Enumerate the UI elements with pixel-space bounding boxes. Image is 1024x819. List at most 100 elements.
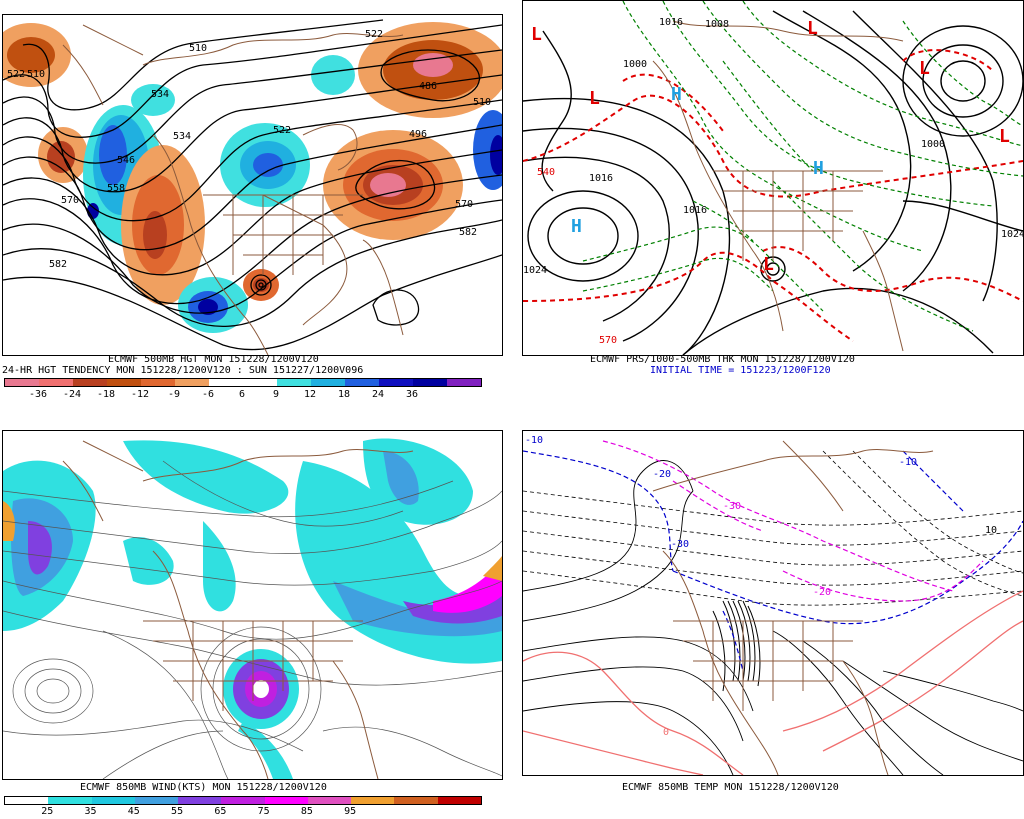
contour-label: 1016 <box>683 205 708 216</box>
contour-label: 1000 <box>623 59 648 70</box>
contour-label: 1024 <box>1001 229 1024 240</box>
contour-label: 582 <box>459 227 478 238</box>
thickness-red <box>523 49 1023 342</box>
colorbar-swatch <box>394 797 438 804</box>
colorbar-tick-label: 18 <box>337 389 351 400</box>
colorbar-tick-label: 65 <box>214 806 227 817</box>
contour-label: 1024 <box>523 265 548 276</box>
contour-label: 1016 <box>589 173 614 184</box>
height-field-svg <box>3 19 502 355</box>
temp-contours-dashed <box>523 450 1023 606</box>
colorbar-tick-label: -6 <box>201 389 215 400</box>
colorbar-swatch <box>264 797 308 804</box>
low-marker: L <box>531 24 542 45</box>
caption-pressure-thickness: ECMWF PRS/1000-500MB THK MON 151228/1200… <box>590 354 855 365</box>
colorbar-swatch <box>178 797 222 804</box>
low-marker: L <box>919 58 930 79</box>
temperature-field-svg <box>523 440 1023 775</box>
thickness-green <box>582 1 1023 332</box>
map-pressure-thickness[interactable]: L L L L L H H H L 1016 1008 1000 1016 10… <box>522 0 1024 356</box>
colorbar-tick-label: 36 <box>405 389 419 400</box>
wind-field-svg <box>3 438 502 779</box>
high-marker: H <box>671 84 682 105</box>
colorbar-tick-label: 85 <box>300 806 313 817</box>
contour-label: -20 <box>653 469 672 480</box>
contour-label: 1000 <box>921 139 946 150</box>
temp-contours-warm <box>523 590 1023 775</box>
colorbar-swatch <box>311 379 345 386</box>
high-marker: H <box>813 158 824 179</box>
isobars <box>523 10 1023 355</box>
contour-label: 570 <box>61 195 80 206</box>
contour-label: -30 <box>723 501 742 512</box>
colorbar-swatch <box>91 797 135 804</box>
colorbar-swatch <box>351 797 395 804</box>
colorbar-tick-label: 35 <box>84 806 97 817</box>
contour-label: 570 <box>455 199 474 210</box>
contour-label: 10 <box>985 525 998 536</box>
colorbar-swatch <box>437 797 481 804</box>
colorbar-swatch <box>243 379 277 386</box>
colorbar-wind-speed <box>4 796 482 805</box>
contour-label: -20 <box>813 587 832 598</box>
contour-label: 510 <box>27 69 46 80</box>
map-850mb-temp[interactable]: -10 -20 -30 -10 0 10 -20 -30 <box>522 430 1024 776</box>
contour-label: 582 <box>49 259 68 270</box>
contour-label: -10 <box>899 457 918 468</box>
caption-initial-time: INITIAL TIME = 151223/1200F120 <box>650 365 831 376</box>
caption-500mb-tendency: 24-HR HGT TENDENCY MON 151228/1200V120 :… <box>2 365 364 376</box>
streamlines <box>3 460 502 779</box>
colorbar-swatch <box>39 379 73 386</box>
contour-label: 534 <box>151 89 170 100</box>
height-contours <box>3 19 502 351</box>
colorbar-swatch <box>5 379 39 386</box>
map-500mb-height[interactable]: 522 510 534 546 558 570 582 522 486 496 … <box>2 14 503 356</box>
colorbar-swatch <box>134 797 179 804</box>
colorbar-swatch <box>307 797 352 804</box>
colorbar-tick-label: -18 <box>96 389 116 400</box>
map-850mb-wind[interactable] <box>2 430 503 780</box>
contour-label: 1008 <box>705 19 730 30</box>
contour-label: 534 <box>173 131 192 142</box>
contour-label: -10 <box>525 435 544 446</box>
contour-label: 558 <box>107 183 126 194</box>
colorbar-swatch <box>107 379 141 386</box>
colorbar-tick-label: 12 <box>303 389 317 400</box>
colorbar-tick-label: 75 <box>257 806 270 817</box>
colorbar-tick-label: -24 <box>62 389 82 400</box>
colorbar-tick-label: 25 <box>41 806 54 817</box>
contour-label: 540 <box>537 167 556 178</box>
colorbar-tick-label: 24 <box>371 389 385 400</box>
colorbar-swatch <box>221 797 265 804</box>
low-marker: L <box>999 126 1010 147</box>
low-marker: L <box>763 254 774 275</box>
colorbar-swatch <box>379 379 413 386</box>
low-marker: L <box>807 18 818 39</box>
contour-label: 522 <box>365 29 384 40</box>
colorbar-height-tendency <box>4 378 482 387</box>
colorbar-swatch <box>48 797 92 804</box>
contour-label: 496 <box>409 129 428 140</box>
contour-label: 0 <box>663 727 670 738</box>
temp-contours-magenta <box>602 440 984 602</box>
colorbar-swatch <box>277 379 311 386</box>
colorbar-tick-label: 6 <box>238 389 246 400</box>
contour-label: 1016 <box>659 17 684 28</box>
colorbar-swatch <box>209 379 243 386</box>
contour-label: 510 <box>189 43 208 54</box>
caption-500mb: ECMWF 500MB HGT MON 151228/1200V120 <box>108 354 319 365</box>
caption-850mb-wind: ECMWF 850MB WIND(KTS) MON 151228/1200V12… <box>80 782 327 793</box>
coastlines <box>652 440 934 775</box>
contour-label: 486 <box>419 81 438 92</box>
contour-label: -30 <box>671 539 690 550</box>
colorbar-swatch <box>345 379 379 386</box>
coastlines <box>652 20 904 352</box>
contour-label: 522 <box>273 125 292 136</box>
height-tendency-shading <box>3 22 502 333</box>
colorbar-tick-label: -12 <box>130 389 150 400</box>
coastlines <box>62 440 414 779</box>
colorbar-swatch <box>413 379 447 386</box>
contour-label: 522 <box>7 69 26 80</box>
coastlines <box>62 24 404 355</box>
caption-850mb-temp: ECMWF 850MB TEMP MON 151228/1200V120 <box>622 782 839 793</box>
